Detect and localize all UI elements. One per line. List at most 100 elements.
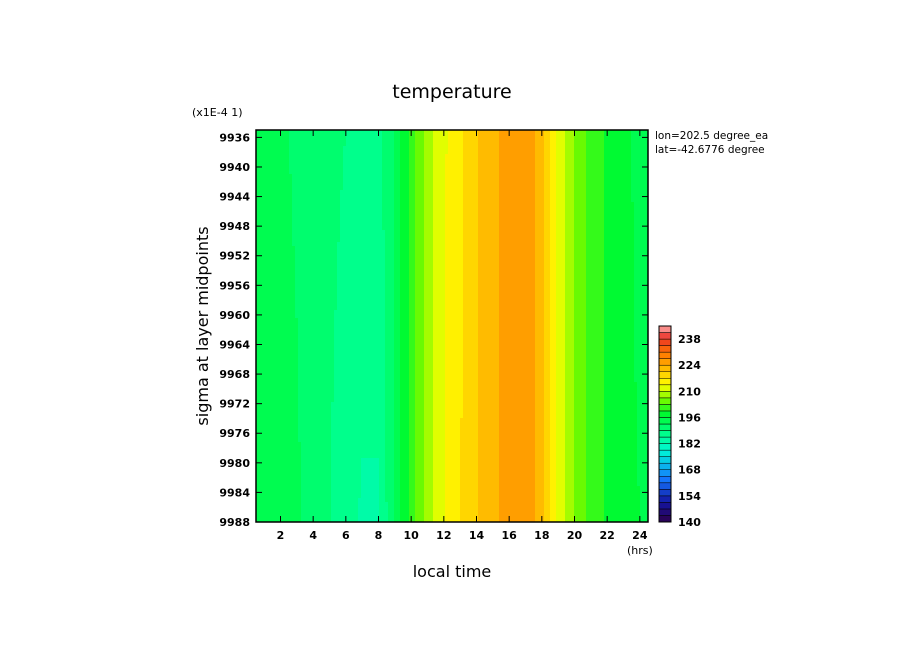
field-cell [517,138,521,143]
field-cell [328,166,332,171]
field-cell [286,138,290,143]
field-cell [355,278,359,283]
field-cell [316,178,320,183]
field-cell [520,182,524,187]
field-cell [322,198,326,203]
field-cell [640,166,644,171]
field-cell [358,182,362,187]
field-cell [373,238,377,243]
field-cell [352,138,356,143]
field-cell [382,226,386,231]
field-cell [316,218,320,223]
field-cell [499,202,503,207]
field-cell [604,198,608,203]
field-cell [508,242,512,247]
field-cell [562,158,566,163]
field-cell [364,210,368,215]
field-cell [271,158,275,163]
field-cell [265,194,269,199]
field-cell [538,194,542,199]
field-cell [325,194,329,199]
field-cell [379,258,383,263]
field-cell [466,274,470,279]
field-cell [535,130,539,135]
field-cell [343,198,347,203]
field-cell [463,162,467,167]
field-cell [448,258,452,263]
field-cell [379,226,383,231]
field-cell [520,162,524,167]
field-cell [424,258,428,263]
field-cell [574,178,578,183]
field-cell [607,150,611,155]
field-cell [304,190,308,195]
field-cell [625,266,629,271]
field-cell [367,198,371,203]
field-cell [277,266,281,271]
field-cell [370,270,374,275]
field-cell [370,162,374,167]
field-cell [625,150,629,155]
field-cell [493,198,497,203]
field-cell [322,250,326,255]
field-cell [517,258,521,263]
field-cell [472,266,476,271]
field-cell [553,150,557,155]
field-cell [442,162,446,167]
field-cell [403,186,407,191]
field-cell [451,218,455,223]
field-cell [400,130,404,135]
field-cell [628,222,632,227]
field-cell [559,274,563,279]
field-cell [490,222,494,227]
field-cell [493,202,497,207]
field-cell [517,250,521,255]
field-cell [289,254,293,259]
field-cell [394,130,398,135]
field-cell [403,270,407,275]
field-cell [493,238,497,243]
field-cell [442,186,446,191]
field-cell [256,142,260,147]
field-cell [319,170,323,175]
field-cell [475,278,479,283]
field-cell [442,222,446,227]
field-cell [391,198,395,203]
field-cell [445,162,449,167]
field-cell [256,214,260,219]
field-cell [586,130,590,135]
field-cell [616,182,620,187]
field-cell [619,218,623,223]
field-cell [481,170,485,175]
field-cell [286,130,290,135]
field-cell [334,238,338,243]
field-cell [286,270,290,275]
field-cell [307,226,311,231]
field-cell [499,178,503,183]
field-cell [532,162,536,167]
field-cell [610,222,614,227]
field-cell [412,258,416,263]
field-cell [508,174,512,179]
field-cell [544,234,548,239]
field-cell [400,210,404,215]
field-cell [328,226,332,231]
field-cell [352,194,356,199]
field-cell [343,166,347,171]
field-cell [325,138,329,143]
field-cell [289,262,293,267]
field-cell [616,266,620,271]
field-cell [274,242,278,247]
field-cell [484,138,488,143]
field-cell [370,166,374,171]
field-cell [370,142,374,147]
field-cell [598,130,602,135]
field-cell [520,146,524,151]
field-cell [631,198,635,203]
field-cell [544,214,548,219]
field-cell [559,178,563,183]
field-cell [610,190,614,195]
field-cell [619,262,623,267]
field-cell [442,262,446,267]
field-cell [292,238,296,243]
